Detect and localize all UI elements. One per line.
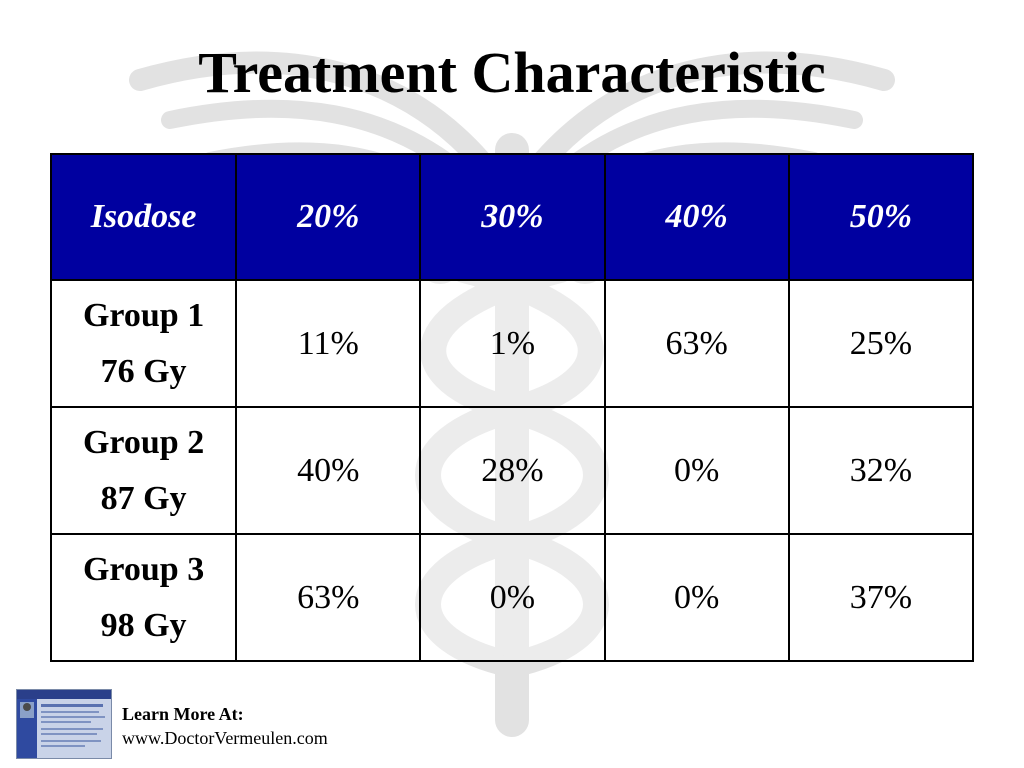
treatment-table: Isodose 20% 30% 40% 50% Group 1 76 Gy 11…	[49, 153, 975, 662]
table-cell: 28%	[419, 406, 606, 535]
header-cell-20: 20%	[235, 153, 422, 281]
table-cell: 1%	[419, 279, 606, 408]
table-row: Group 3 98 Gy 63% 0% 0% 37%	[49, 533, 975, 662]
row-label-group-2: Group 2 87 Gy	[49, 406, 238, 535]
table-cell: 0%	[419, 533, 606, 662]
table-cell: 63%	[235, 533, 422, 662]
row-label-group-3: Group 3 98 Gy	[49, 533, 238, 662]
footer-label: Learn More At:	[122, 704, 244, 724]
group-name: Group 2	[82, 423, 205, 461]
group-dose: 76 Gy	[100, 352, 187, 390]
table-cell: 0%	[603, 406, 790, 535]
table-cell: 25%	[787, 279, 975, 408]
table-cell: 40%	[235, 406, 422, 535]
table-cell: 0%	[603, 533, 790, 662]
table-cell: 32%	[787, 406, 975, 535]
header-cell-isodose: Isodose	[49, 153, 238, 281]
table-row: Group 2 87 Gy 40% 28% 0% 32%	[49, 406, 975, 535]
header-cell-50: 50%	[787, 153, 975, 281]
footer-url-link[interactable]: www.DoctorVermeulen.com	[122, 728, 328, 748]
table-cell: 63%	[603, 279, 790, 408]
group-dose: 98 Gy	[100, 606, 187, 644]
website-thumbnail-icon[interactable]	[16, 689, 112, 759]
table-cell: 11%	[235, 279, 422, 408]
header-cell-40: 40%	[603, 153, 790, 281]
group-dose: 87 Gy	[100, 479, 187, 517]
group-name: Group 3	[82, 550, 205, 588]
table-cell: 37%	[787, 533, 975, 662]
slide-title: Treatment Characteristic	[198, 40, 826, 105]
table-header-row: Isodose 20% 30% 40% 50%	[49, 153, 975, 281]
footer-text: Learn More At: www.DoctorVermeulen.com	[122, 702, 328, 750]
group-name: Group 1	[82, 296, 205, 334]
table-row: Group 1 76 Gy 11% 1% 63% 25%	[49, 279, 975, 408]
header-cell-30: 30%	[419, 153, 606, 281]
row-label-group-1: Group 1 76 Gy	[49, 279, 238, 408]
